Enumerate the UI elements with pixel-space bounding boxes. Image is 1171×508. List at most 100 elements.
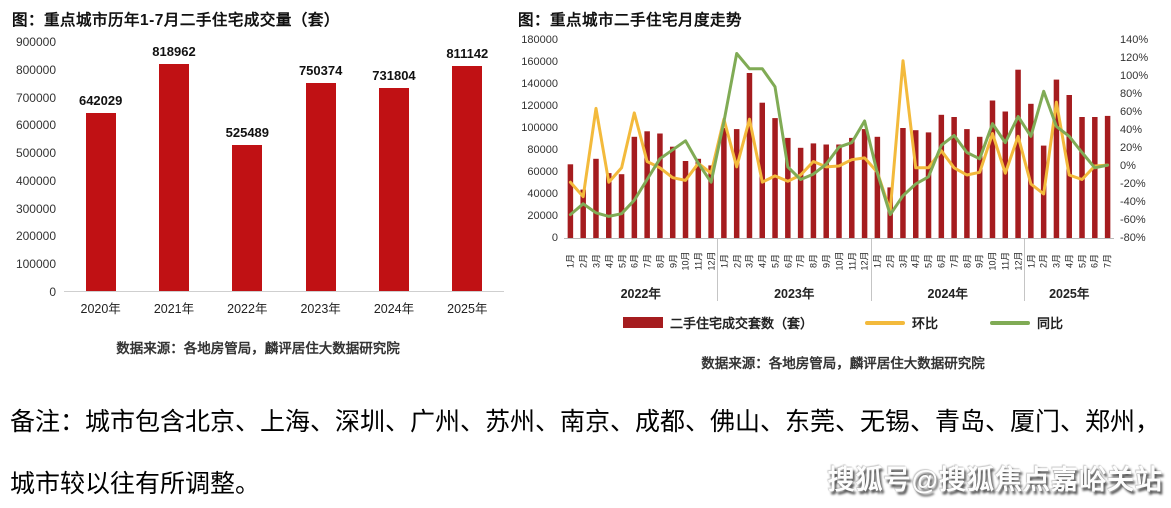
combo-plot xyxy=(564,40,1114,238)
left-chart-title: 图：重点城市历年1-7月二手住宅成交量（套） xyxy=(12,12,340,29)
left-axis-tick: 100000 xyxy=(521,122,558,134)
month-tick-label: 9月 xyxy=(821,253,832,269)
volume-bar xyxy=(606,173,612,238)
combo-plot-svg xyxy=(567,52,1111,238)
note-text-line2: 城市较以往有所调整。 xyxy=(10,469,261,498)
volume-bar xyxy=(989,100,996,238)
line-swatch-icon xyxy=(990,320,1030,325)
annual-bar-chart: 图：重点城市历年1-7月二手住宅成交量（套） 900000 800000 70000… xyxy=(12,8,504,357)
month-tick-label: 7月 xyxy=(642,253,653,269)
month-tick-label: 5月 xyxy=(770,253,781,269)
left-axis-tick: 120000 xyxy=(521,100,558,112)
month-tick: 5月 xyxy=(922,239,935,283)
legend-label-yoy: 同比 xyxy=(1037,317,1064,332)
bar-value-label: 731804 xyxy=(372,67,416,83)
right-axis-tick: 20% xyxy=(1120,142,1143,154)
month-tick-label: 5月 xyxy=(617,253,628,269)
volume-bar xyxy=(1092,117,1098,238)
year-separator-line xyxy=(870,239,872,301)
volume-bar xyxy=(964,129,970,238)
month-tick-label: 12月 xyxy=(706,251,717,271)
right-axis-tick: 0% xyxy=(1120,160,1136,172)
volume-bar xyxy=(618,174,625,238)
right-chart-title: 图：重点城市二手住宅月度走势 xyxy=(518,12,743,29)
month-tick: 3月 xyxy=(1050,239,1063,283)
right-axis-tick: -20% xyxy=(1120,178,1146,190)
volume-bar xyxy=(874,136,881,238)
month-tick-label: 7月 xyxy=(1102,253,1113,269)
volume-bar xyxy=(849,137,855,238)
month-tick: 11月 xyxy=(845,239,858,283)
left-axis-tick: 20000 xyxy=(527,210,558,222)
month-tick: 10月 xyxy=(986,239,999,283)
month-tick-label: 6月 xyxy=(783,253,794,269)
month-tick: 7月 xyxy=(947,239,960,283)
month-tick-label: 2月 xyxy=(578,253,589,269)
bar-value-label: 811142 xyxy=(446,45,489,61)
bar-value-label: 750374 xyxy=(298,62,343,78)
year-separator-line xyxy=(717,239,719,301)
month-tick: 6月 xyxy=(781,239,794,283)
right-axis-tick: 60% xyxy=(1120,106,1143,118)
volume-bar xyxy=(644,131,650,238)
volume-bar xyxy=(785,137,791,238)
legend-item-mom: 环比 xyxy=(864,313,938,332)
bar-value-label: 525489 xyxy=(225,125,270,141)
yoy-line xyxy=(568,52,1110,218)
month-tick: 8月 xyxy=(653,239,666,283)
volume-bar xyxy=(810,143,817,238)
legend: 二手住宅成交套数（套） 环比 同比 xyxy=(518,313,1168,332)
right-chart-left-axis: 180000 160000 140000 120000 100000 80000 60000… xyxy=(518,34,564,244)
volume-bar xyxy=(657,133,663,238)
volume-bar xyxy=(580,189,586,238)
left-axis-tick: 40000 xyxy=(527,188,558,200)
legend-item-yoy: 同比 xyxy=(990,313,1063,332)
volume-bar xyxy=(759,102,766,238)
month-tick-label: 3月 xyxy=(898,253,909,269)
y-axis-tick: 100000 xyxy=(15,257,56,272)
month-tick: 4月 xyxy=(909,239,922,283)
month-tick-label: 6月 xyxy=(629,253,640,269)
legend-item-volume: 二手住宅成交套数（套） xyxy=(622,313,813,332)
month-tick: 7月 xyxy=(1101,239,1114,283)
volume-bar xyxy=(900,128,906,238)
right-axis-tick: -40% xyxy=(1120,196,1146,208)
left-axis-tick: 0 xyxy=(551,232,558,244)
left-axis-tick: 60000 xyxy=(527,166,558,178)
y-axis-tick: 500000 xyxy=(15,146,56,161)
month-tick-label: 8月 xyxy=(808,253,819,269)
month-tick-label: 12月 xyxy=(859,251,870,271)
month-tick: 4月 xyxy=(1062,239,1075,283)
month-tick-label: 7月 xyxy=(949,253,960,269)
month-tick: 12月 xyxy=(705,239,718,283)
left-chart-bars: 642029 818962 525489 750374 731804 811142 xyxy=(64,42,504,291)
bar xyxy=(305,82,336,291)
year-group-label: 2025年 xyxy=(1049,287,1090,301)
y-axis-tick: 600000 xyxy=(15,118,56,133)
month-tick: 6月 xyxy=(935,239,948,283)
month-tick-label: 5月 xyxy=(923,253,934,269)
month-tick-label: 6月 xyxy=(1089,253,1100,269)
month-tick: 2月 xyxy=(1037,239,1050,283)
month-tick: 5月 xyxy=(1075,239,1088,283)
bar-value-label: 642029 xyxy=(78,92,123,108)
x-axis-label: 2024年 xyxy=(373,302,415,316)
year-labels: 2022年 2023年 2024年 2025年 xyxy=(564,283,1114,301)
bar xyxy=(378,87,409,291)
monthly-combo-chart: 图：重点城市二手住宅月度走势 180000 160000 140000 120000 1… xyxy=(518,8,1168,372)
month-tick: 6月 xyxy=(628,239,641,283)
y-axis-tick: 200000 xyxy=(15,229,56,244)
month-tick: 8月 xyxy=(807,239,820,283)
volume-bar xyxy=(733,129,740,238)
month-tick: 12月 xyxy=(858,239,871,283)
volume-bar xyxy=(836,144,842,238)
month-tick: 9月 xyxy=(973,239,986,283)
y-axis-tick: 700000 xyxy=(15,90,56,105)
volume-bar xyxy=(721,128,727,238)
year-group-label: 2024年 xyxy=(927,287,968,301)
month-tick: 3月 xyxy=(896,239,909,283)
right-chart-area: 180000 160000 140000 120000 100000 80000 60000… xyxy=(518,34,1168,244)
left-chart-plot: 642029 818962 525489 750374 731804 811142 xyxy=(64,42,504,292)
volume-bar xyxy=(925,132,932,238)
volume-bar xyxy=(746,73,753,238)
